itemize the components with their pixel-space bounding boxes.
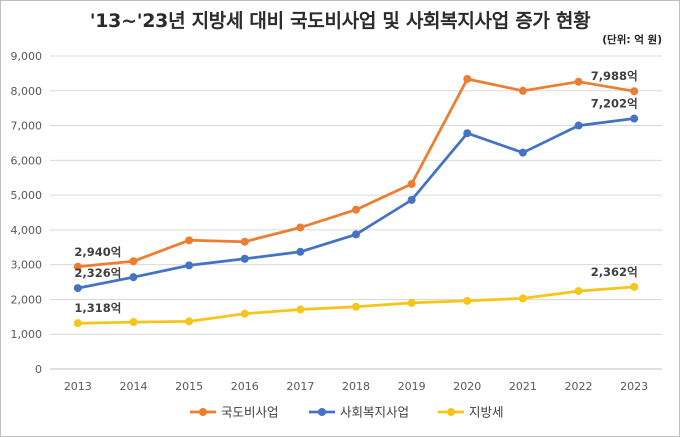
data-point (630, 282, 639, 291)
data-point (296, 305, 305, 314)
y-tick-label: 7,000 (11, 120, 43, 133)
x-tick-label: 2020 (453, 380, 481, 393)
data-point (574, 287, 583, 296)
data-point (630, 87, 639, 96)
data-point (129, 273, 138, 282)
chart-title: '13~'23년 지방세 대비 국도비사업 및 사회복지사업 증가 현황 (89, 10, 591, 32)
data-point (185, 236, 194, 245)
x-tick-label: 2022 (565, 380, 593, 393)
data-point (518, 294, 527, 303)
legend-swatch-marker (199, 408, 207, 416)
data-point (630, 114, 639, 123)
data-point (518, 86, 527, 95)
data-point (463, 296, 472, 305)
legend-label: 국도비사업 (221, 405, 279, 420)
legend-label: 사회복지사업 (340, 405, 409, 420)
data-label: 2,326억 (74, 266, 121, 280)
legend-swatch-marker (447, 408, 455, 416)
x-tick-label: 2019 (398, 380, 426, 393)
y-tick-label: 8,000 (11, 85, 43, 98)
x-tick-label: 2018 (342, 380, 370, 393)
y-tick-label: 9,000 (11, 50, 43, 63)
data-point (574, 121, 583, 130)
series-line (76, 77, 636, 269)
x-tick-label: 2013 (64, 380, 92, 393)
y-tick-label: 6,000 (11, 154, 43, 167)
data-point (463, 74, 472, 83)
data-point (352, 302, 360, 311)
data-label: 7,988억 (591, 69, 638, 83)
y-tick-label: 0 (35, 363, 42, 376)
data-point (407, 298, 416, 307)
data-point (129, 257, 138, 266)
data-label: 2,362억 (591, 265, 638, 279)
data-point (73, 319, 82, 328)
data-point (73, 262, 82, 271)
x-tick-label: 2015 (175, 380, 203, 393)
y-tick-label: 3,000 (11, 259, 43, 272)
x-tick-label: 2014 (119, 380, 147, 393)
data-point (240, 309, 249, 318)
data-label: 2,940억 (74, 245, 121, 259)
data-point (352, 205, 360, 214)
data-point (352, 230, 360, 239)
data-point (129, 318, 138, 327)
data-label: 7,202억 (591, 97, 638, 111)
data-point (574, 77, 583, 86)
data-point (73, 284, 82, 293)
data-point (407, 195, 416, 204)
x-tick-label: 2021 (509, 380, 537, 393)
unit-note: (단위: 억 원) (602, 34, 662, 46)
data-point (518, 148, 527, 157)
x-tick-label: 2023 (620, 380, 648, 393)
data-label: 1,318억 (74, 301, 121, 315)
legend-label: 지방세 (469, 405, 504, 420)
data-point (296, 223, 305, 232)
data-point (240, 237, 249, 246)
data-point (463, 129, 472, 138)
y-tick-label: 4,000 (11, 224, 43, 237)
data-point (296, 247, 305, 256)
legend-swatch-marker (318, 408, 326, 416)
data-point (407, 179, 416, 188)
data-point (185, 261, 194, 270)
x-tick-label: 2016 (231, 380, 259, 393)
y-tick-label: 1,000 (11, 328, 43, 341)
series-line (76, 117, 636, 290)
y-tick-label: 2,000 (11, 293, 43, 306)
data-point (240, 254, 249, 263)
y-tick-label: 5,000 (11, 189, 43, 202)
x-tick-label: 2017 (286, 380, 314, 393)
data-point (185, 317, 194, 326)
